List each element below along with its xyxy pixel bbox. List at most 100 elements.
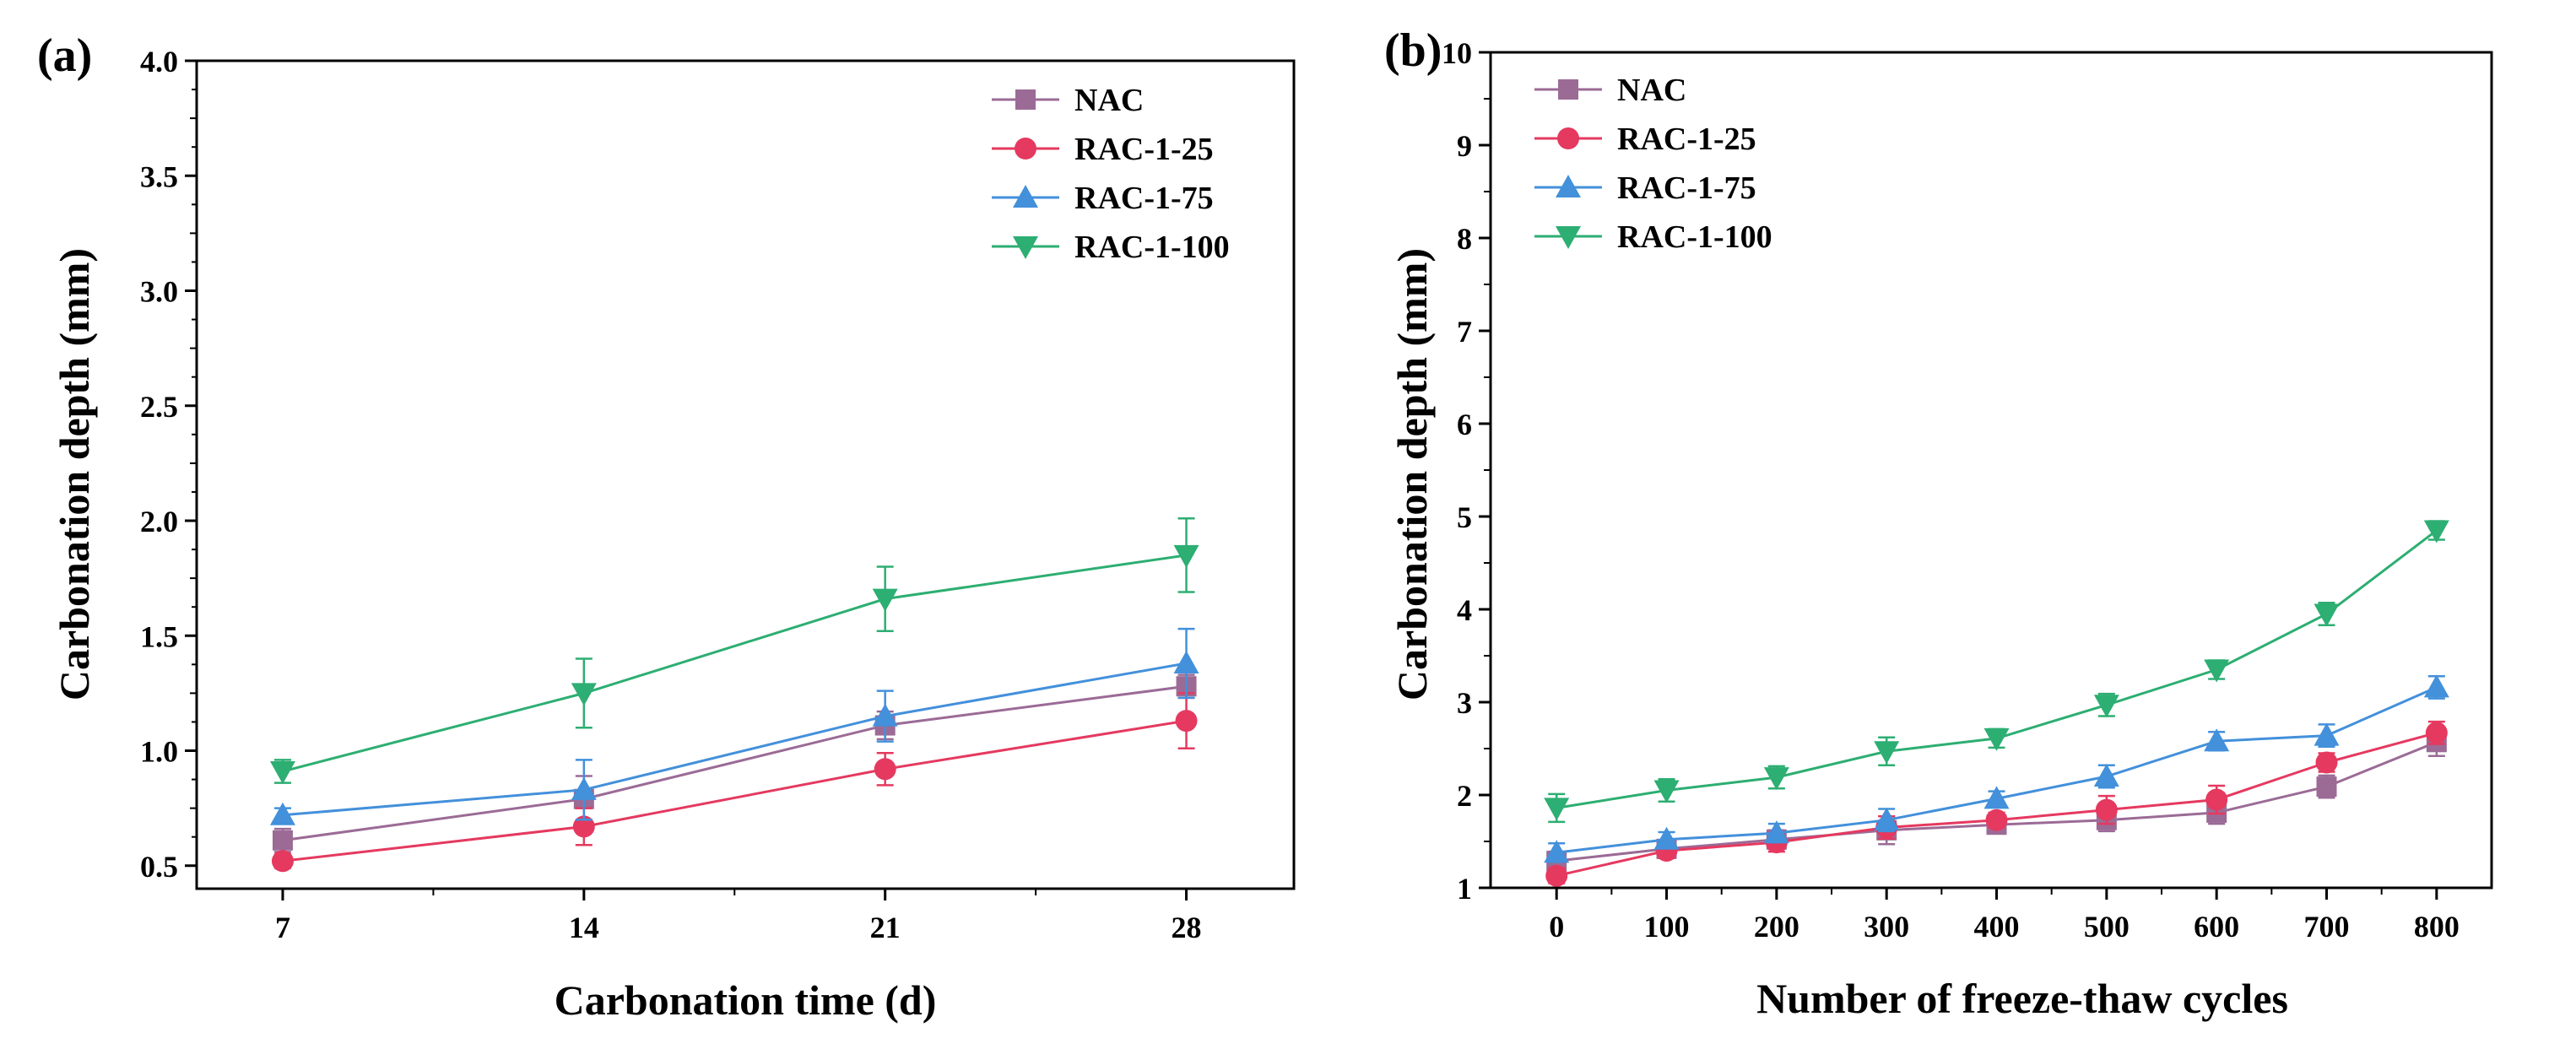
y-tick-label: 8 bbox=[1457, 222, 1472, 256]
y-tick-label: 4.0 bbox=[140, 45, 178, 78]
x-axis-title-b: Number of freeze-thaw cycles bbox=[1756, 975, 2288, 1022]
legend-marker-nac bbox=[1015, 89, 1036, 110]
legend-item-nac: NAC bbox=[992, 83, 1144, 118]
series-group-a bbox=[269, 517, 1199, 873]
y-axis-ticks-a: 0.5 1.0 1.5 2.0 2.5 3.0 3.5 4.0 bbox=[140, 45, 197, 884]
data-point-rac-1-75 bbox=[571, 776, 597, 800]
y-tick-label: 9 bbox=[1457, 129, 1472, 163]
y-tick-label: 7 bbox=[1457, 315, 1472, 349]
data-point-rac-1-100 bbox=[2314, 603, 2340, 627]
y-tick-label: 5 bbox=[1457, 500, 1472, 534]
y-tick-label: 2 bbox=[1457, 779, 1472, 813]
series-line-rac-1-75 bbox=[282, 662, 1187, 817]
data-point-rac-1-75 bbox=[1874, 807, 1900, 830]
panel-label-b: (b) bbox=[1384, 24, 1442, 77]
data-point-rac-1-100 bbox=[1983, 727, 2010, 751]
data-point-rac-1-100 bbox=[2204, 659, 2230, 683]
y-tick-label: 10 bbox=[1442, 36, 1472, 70]
legend-item-rac-1-25: RAC-1-25 bbox=[1534, 122, 1756, 157]
data-point-rac-1-75 bbox=[2204, 728, 2230, 752]
y-tick-label: 4 bbox=[1457, 593, 1472, 627]
plot-frame-a bbox=[195, 59, 1296, 890]
data-point-rac-1-25 bbox=[2315, 751, 2338, 774]
legend-item-nac: NAC bbox=[1534, 73, 1686, 108]
data-point-rac-1-75 bbox=[2423, 674, 2449, 698]
legend-marker-rac-1-100 bbox=[1013, 236, 1038, 259]
x-tick-label: 400 bbox=[1974, 910, 2020, 944]
legend-label: RAC-1-75 bbox=[1617, 170, 1756, 206]
x-axis-ticks-a: 7 14 21 28 bbox=[275, 889, 1202, 944]
legend-item-rac-1-100: RAC-1-100 bbox=[1534, 219, 1772, 255]
x-tick-label: 300 bbox=[1864, 910, 1909, 944]
panel-label-a: (a) bbox=[37, 30, 92, 82]
data-point-rac-1-75 bbox=[1763, 820, 1789, 844]
data-point-nac bbox=[2316, 776, 2337, 798]
x-tick-label: 800 bbox=[2414, 910, 2460, 944]
legend-a: NAC RAC-1-25 RAC-1-75 RAC-1-100 bbox=[992, 83, 1230, 265]
series-line-rac-1-100 bbox=[1556, 529, 2438, 809]
x-tick-label: 200 bbox=[1754, 910, 1799, 944]
data-point-rac-1-100 bbox=[571, 683, 597, 706]
series-rac-1-100 bbox=[269, 517, 1199, 785]
data-point-rac-1-75 bbox=[872, 703, 898, 727]
legend-item-rac-1-75: RAC-1-75 bbox=[992, 181, 1214, 216]
legend-marker-rac-1-75 bbox=[1013, 185, 1038, 208]
y-tick-label: 1.0 bbox=[140, 735, 178, 769]
x-tick-label: 0 bbox=[1549, 910, 1564, 944]
x-tick-label: 100 bbox=[1644, 910, 1690, 944]
y-axis-ticks-b: 1 2 3 4 5 6 7 8 9 10 bbox=[1442, 36, 1491, 906]
legend-label: NAC bbox=[1074, 83, 1144, 118]
series-rac-1-75 bbox=[1544, 674, 2449, 863]
series-line-rac-1-25 bbox=[282, 719, 1187, 863]
y-axis-title-b: Carbonation depth (mm) bbox=[1388, 248, 1436, 700]
data-point-rac-1-25 bbox=[2095, 798, 2118, 821]
data-point-rac-1-100 bbox=[1763, 767, 1789, 791]
x-tick-label: 600 bbox=[2194, 910, 2239, 944]
data-point-rac-1-100 bbox=[872, 588, 898, 612]
y-tick-label: 2.0 bbox=[140, 505, 178, 538]
x-axis-ticks-b: 0 100 200 300 400 500 600 700 800 bbox=[1549, 888, 2460, 944]
legend-label: RAC-1-25 bbox=[1074, 132, 1214, 167]
data-point-rac-1-100 bbox=[2093, 695, 2119, 718]
data-point-rac-1-75 bbox=[2093, 764, 2119, 787]
data-point-rac-1-100 bbox=[2423, 520, 2449, 544]
series-rac-1-100 bbox=[1544, 520, 2449, 824]
y-axis-title-a: Carbonation depth (mm) bbox=[51, 248, 98, 700]
data-point-rac-1-100 bbox=[1544, 798, 1570, 821]
data-point-rac-1-100 bbox=[269, 761, 295, 785]
series-nac bbox=[272, 673, 1197, 853]
data-point-rac-1-25 bbox=[572, 815, 595, 838]
data-point-rac-1-25 bbox=[874, 758, 896, 781]
y-tick-label: 3.0 bbox=[140, 275, 178, 309]
data-point-rac-1-100 bbox=[1173, 544, 1199, 568]
y-tick-label: 1 bbox=[1457, 872, 1472, 906]
series-group-b bbox=[1544, 520, 2449, 887]
data-point-rac-1-75 bbox=[269, 802, 295, 825]
legend-b: NAC RAC-1-25 RAC-1-75 RAC-1-100 bbox=[1534, 73, 1772, 255]
series-rac-1-75 bbox=[269, 627, 1199, 825]
y-tick-label: 3.5 bbox=[140, 160, 178, 193]
legend-marker-rac-1-25 bbox=[1015, 138, 1036, 160]
legend-marker-rac-1-25 bbox=[1557, 127, 1579, 149]
series-line-nac bbox=[282, 684, 1187, 842]
series-line-rac-1-100 bbox=[282, 554, 1187, 773]
legend-label: NAC bbox=[1617, 73, 1686, 108]
legend-label: RAC-1-100 bbox=[1617, 219, 1772, 255]
data-point-rac-1-100 bbox=[1653, 780, 1680, 803]
legend-marker-rac-1-75 bbox=[1556, 175, 1581, 197]
x-tick-label: 28 bbox=[1172, 911, 1202, 944]
data-point-nac bbox=[272, 830, 293, 851]
x-tick-label: 21 bbox=[870, 911, 901, 944]
legend-item-rac-1-100: RAC-1-100 bbox=[992, 230, 1230, 265]
panel-b: (b) 1 2 3 4 5 6 7 8 9 10 0 100 200 300 400 500 600 700 80… bbox=[1384, 24, 2493, 1022]
data-point-rac-1-25 bbox=[1175, 710, 1198, 733]
data-point-rac-1-25 bbox=[2425, 722, 2448, 744]
y-tick-label: 2.5 bbox=[140, 390, 178, 424]
x-tick-label: 14 bbox=[569, 911, 599, 944]
data-point-rac-1-25 bbox=[1545, 864, 1568, 887]
y-tick-label: 0.5 bbox=[140, 850, 178, 884]
y-tick-label: 1.5 bbox=[140, 619, 178, 653]
y-tick-label: 3 bbox=[1457, 686, 1472, 720]
data-point-rac-1-100 bbox=[1874, 741, 1900, 765]
